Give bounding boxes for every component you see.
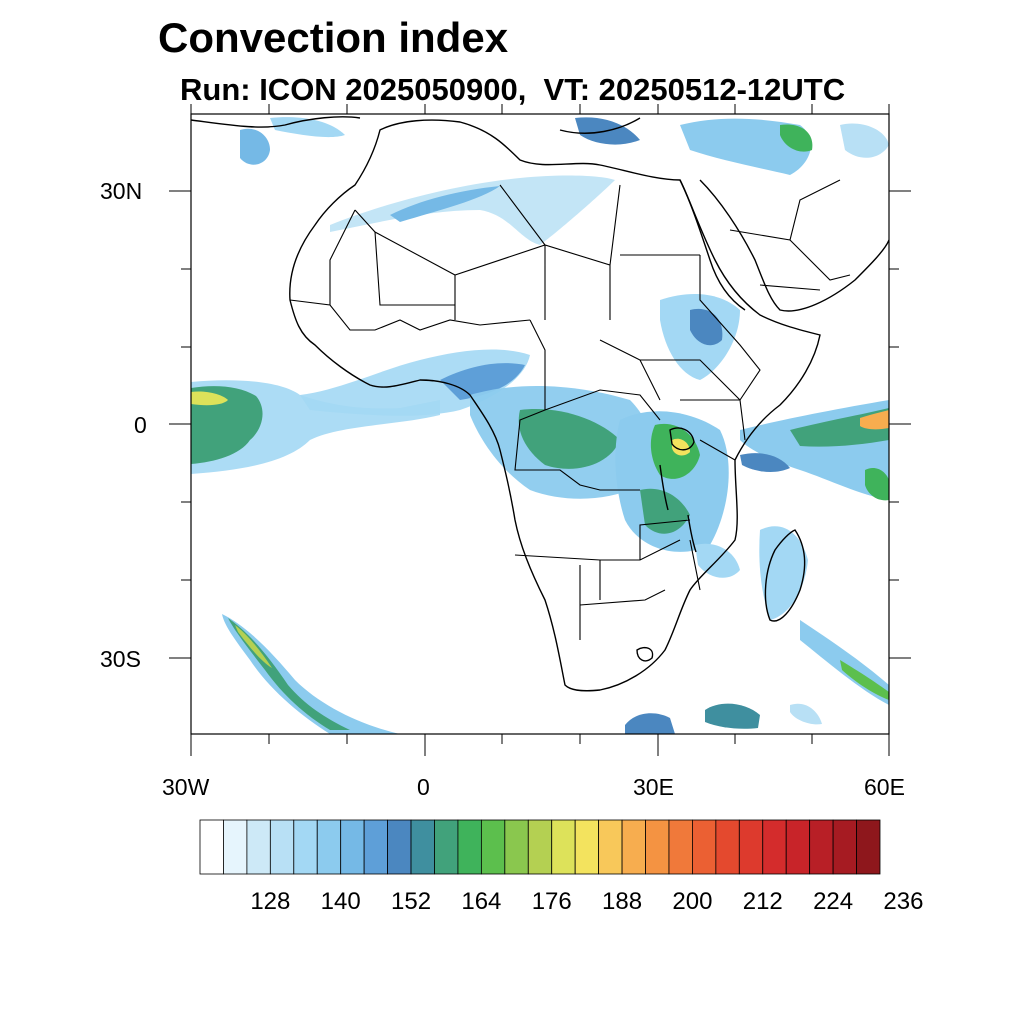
- coastlines: [191, 116, 889, 692]
- colorbar-box: [574, 819, 600, 875]
- border-lines-central: [514, 319, 741, 491]
- colorbar-box: [738, 819, 764, 875]
- border-lines-west: [289, 209, 531, 331]
- colorbar-box: [832, 819, 857, 875]
- arabian-peninsula-coastline: [699, 179, 889, 312]
- convection-area-south-atlantic-peak: [235, 625, 272, 668]
- lon-label-30e: 30E: [633, 774, 674, 800]
- lat-label-30s: 30S: [100, 646, 141, 672]
- lake-victoria: [669, 427, 695, 451]
- colorbar-box: [434, 819, 459, 875]
- axis-ticks: [169, 104, 911, 756]
- colorbar-box: [551, 819, 576, 875]
- colorbar-tick-label: 200: [672, 888, 713, 915]
- convection-area-southern-ocean: [625, 713, 675, 734]
- lat-label-30n: 30N: [100, 178, 143, 204]
- colorbar-tick-label: 164: [461, 888, 502, 915]
- convection-area-indian-ocean-peak: [860, 410, 889, 430]
- colorbar-tick-label: 212: [742, 888, 783, 915]
- border-lines-north: [354, 184, 700, 320]
- border-lines-arabia: [729, 179, 851, 291]
- colorbar-box: [598, 819, 623, 875]
- convection-area-atlantic-west-peak: [191, 391, 228, 406]
- convection-area-sahara-core: [390, 186, 500, 222]
- colorbar-box: [809, 819, 834, 875]
- colorbar-box: [527, 819, 553, 875]
- chart-title: Convection index: [158, 14, 509, 61]
- border-lines-south: [514, 519, 701, 640]
- lon-label-30w: 30W: [162, 774, 210, 800]
- colorbar-box: [856, 819, 881, 875]
- colorbar-box: [668, 819, 693, 875]
- colorbar-box: [316, 819, 342, 875]
- lake-malawi: [687, 514, 697, 553]
- convection-area-madagascar: [759, 526, 808, 620]
- colorbar: [199, 819, 881, 875]
- convection-area-levant-core: [780, 124, 813, 152]
- convection-area-indian-ocean-2: [865, 468, 889, 501]
- colorbar-box: [293, 819, 318, 875]
- lon-label-60e: 60E: [864, 774, 905, 800]
- lake-tanganyika: [659, 464, 669, 511]
- colorbar-box: [785, 819, 811, 875]
- convection-area-southern-ocean-2: [705, 703, 760, 729]
- convection-area-lake-victoria-peak: [672, 438, 690, 456]
- colorbar-box: [387, 819, 412, 875]
- colorbar-box: [645, 819, 670, 875]
- colorbar-box: [410, 819, 435, 875]
- convection-area-east-africa: [615, 411, 729, 552]
- africa-coastline: [289, 119, 821, 692]
- convection-field: [191, 117, 889, 734]
- convection-area-gulf-guinea-core: [440, 363, 525, 400]
- colorbar-box: [457, 819, 482, 875]
- colorbar-box: [199, 819, 224, 875]
- convection-area-congo-core: [518, 409, 620, 469]
- country-borders: [289, 179, 851, 640]
- convection-area-sahara: [330, 175, 615, 245]
- colorbar-box: [340, 819, 365, 875]
- convection-area-med-west: [270, 117, 345, 138]
- convection-area-southern-ocean-3: [790, 703, 822, 725]
- convection-area-med-west-2: [240, 128, 270, 165]
- colorbar-box: [504, 819, 529, 875]
- convection-area-south-atlantic-core: [228, 618, 350, 730]
- convection-area-kenya-coast: [740, 453, 790, 472]
- colorbar-box: [692, 819, 717, 875]
- convection-area-se-indian-core: [840, 660, 889, 700]
- convection-area-atlantic-west-core: [191, 386, 263, 464]
- colorbar-box: [480, 819, 506, 875]
- colorbar-tick-label: 128: [250, 888, 291, 915]
- colorbar-box: [363, 819, 388, 875]
- colorbar-box: [269, 819, 295, 875]
- convection-area-tanzania-core: [640, 488, 690, 534]
- chart-subtitle: Run: ICON 2025050900, VT: 20250512-12UTC: [180, 72, 846, 107]
- colorbar-box: [621, 819, 646, 875]
- lesotho-border: [636, 646, 654, 662]
- lat-label-0: 0: [134, 412, 147, 438]
- lon-label-0: 0: [417, 774, 430, 800]
- colorbar-box: [762, 819, 787, 875]
- mediterranean-north-coast: [191, 116, 641, 134]
- convection-area-iraq: [840, 123, 889, 158]
- colorbar-tick-label: 236: [883, 888, 924, 915]
- colorbar-tick-label: 140: [320, 888, 361, 915]
- convection-area-ethiopia-core: [690, 308, 723, 346]
- colorbar-tick-label: 176: [531, 888, 572, 915]
- colorbar-box: [223, 819, 248, 875]
- colorbar-tick-label: 224: [813, 888, 854, 915]
- convection-area-levant: [680, 118, 811, 175]
- colorbar-box: [715, 819, 740, 875]
- colorbar-tick-label: 152: [391, 888, 432, 915]
- madagascar-coastline: [764, 529, 806, 622]
- red-sea-west-coast: [679, 179, 746, 311]
- colorbar-tick-label: 188: [602, 888, 643, 915]
- colorbar-box: [246, 819, 271, 875]
- border-lines-east: [680, 255, 761, 461]
